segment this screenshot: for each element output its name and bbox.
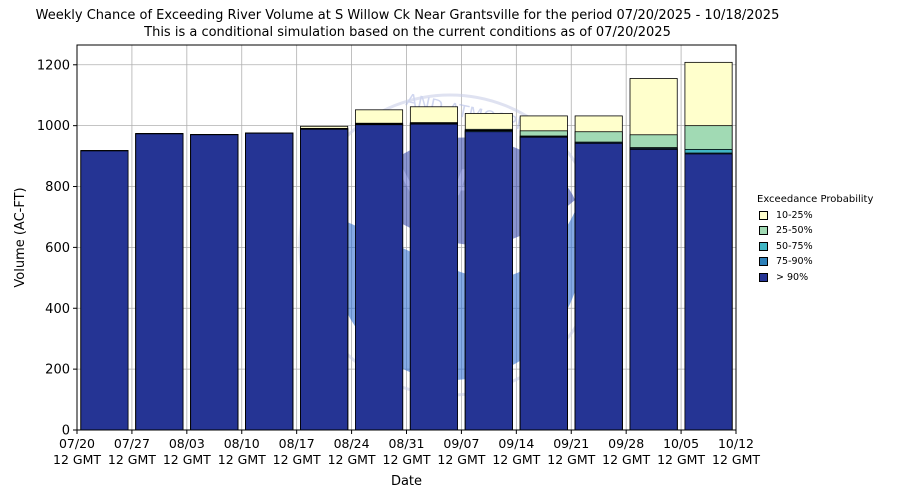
x-tick-label: 08/24 <box>334 436 370 451</box>
bar-segment <box>80 150 129 431</box>
y-tick-label: 200 <box>45 363 70 378</box>
x-tick-label-time: 12 GMT <box>657 452 705 467</box>
chart-title: Weekly Chance of Exceeding River Volume … <box>35 8 780 23</box>
legend-label: 25-50% <box>776 225 813 236</box>
bar-segment <box>519 136 568 431</box>
x-tick-label: 09/07 <box>443 436 479 451</box>
x-tick-label: 10/05 <box>663 436 699 451</box>
x-tick-label-time: 12 GMT <box>218 452 266 467</box>
legend-item: 50-75% <box>757 239 873 255</box>
legend-swatch <box>759 210 768 220</box>
x-tick-label: 09/28 <box>608 436 644 451</box>
x-tick-label-time: 12 GMT <box>163 452 211 467</box>
bar-segment <box>355 124 404 431</box>
legend-label: 10-25% <box>776 209 813 221</box>
bar-segment <box>135 133 184 431</box>
x-axis-label: Date <box>391 474 422 489</box>
chart-subtitle: This is a conditional simulation based o… <box>144 25 671 40</box>
legend-title: Exceedance Probability <box>757 194 874 205</box>
legend: Exceedance Probability 10-25% 25-50% 50-… <box>757 192 873 285</box>
x-tick-label: 08/10 <box>224 436 260 451</box>
legend-swatch <box>759 241 768 251</box>
bar-segment <box>629 148 678 431</box>
bar-segment <box>409 123 458 431</box>
legend-item: 75-90% <box>757 254 873 270</box>
legend-swatch <box>759 257 768 267</box>
x-tick-label: 08/31 <box>388 436 424 451</box>
legend-item: 10-25% <box>757 208 873 224</box>
bar-segment <box>464 131 513 431</box>
legend-swatch <box>759 226 768 236</box>
x-tick-label: 08/17 <box>279 436 315 451</box>
legend-label: 75-90% <box>776 256 813 267</box>
bar-segment <box>574 142 623 431</box>
y-tick-label: 600 <box>45 241 70 256</box>
x-tick-label-time: 12 GMT <box>437 452 485 467</box>
y-tick-label: 400 <box>45 302 70 317</box>
y-tick-label: 1000 <box>37 119 70 134</box>
x-tick-label: 10/12 <box>718 436 754 451</box>
y-tick-label: 800 <box>45 180 70 195</box>
x-tick-label-time: 12 GMT <box>273 452 321 467</box>
x-tick-label-time: 12 GMT <box>108 452 156 467</box>
x-tick-label-time: 12 GMT <box>383 452 431 467</box>
y-tick-label: 0 <box>62 424 70 439</box>
bar-segment <box>684 153 733 431</box>
bar-segment <box>300 128 349 431</box>
y-axis-label: Volume (AC-FT) <box>13 187 28 287</box>
x-tick-label: 09/21 <box>553 436 589 451</box>
x-tick-label-time: 12 GMT <box>547 452 595 467</box>
x-tick-label: 08/03 <box>169 436 205 451</box>
legend-item: 25-50% <box>757 223 873 239</box>
x-tick-label-time: 12 GMT <box>602 452 650 467</box>
bar-segment <box>190 134 239 431</box>
x-tick-label-time: 12 GMT <box>53 452 101 467</box>
bar-segment <box>245 132 294 431</box>
x-tick-label-time: 12 GMT <box>328 452 376 467</box>
legend-swatch <box>759 272 768 282</box>
x-tick-label: 07/27 <box>114 436 150 451</box>
legend-label: > 90% <box>776 271 809 283</box>
x-tick-label-time: 12 GMT <box>712 452 760 467</box>
x-tick-label-time: 12 GMT <box>492 452 540 467</box>
legend-item: > 90% <box>757 270 873 286</box>
x-tick-label: 09/14 <box>498 436 534 451</box>
x-tick-label: 07/20 <box>59 436 95 451</box>
legend-label: 50-75% <box>776 240 813 252</box>
y-tick-label: 1200 <box>37 58 70 73</box>
